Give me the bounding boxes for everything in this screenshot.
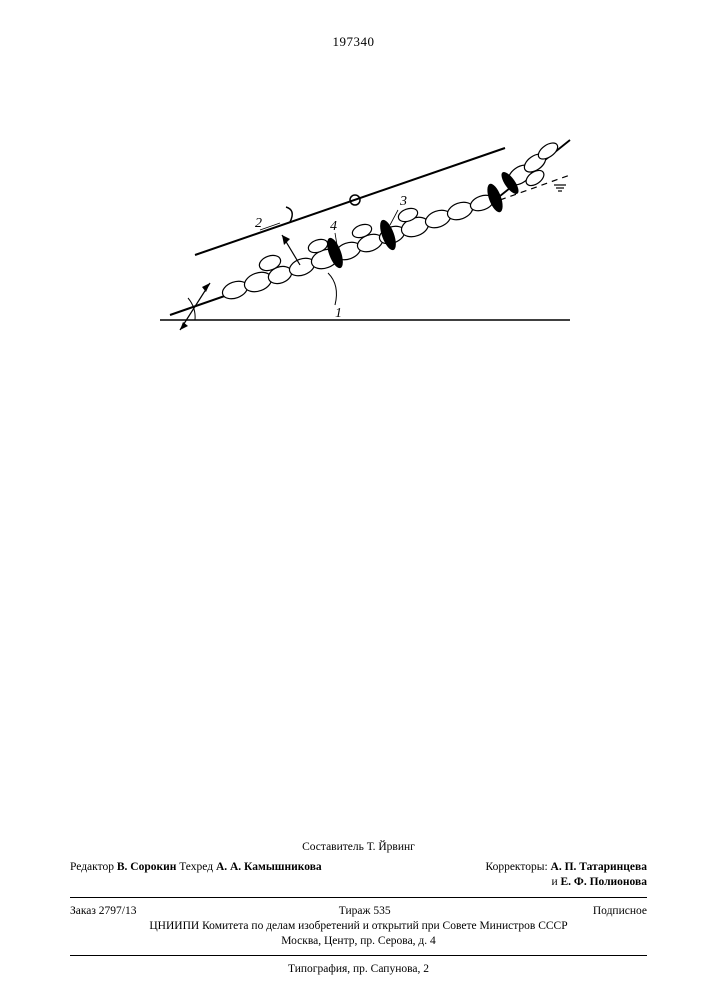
material-lumps — [220, 140, 560, 302]
figure-conveyor-diagram: 1 2 3 4 — [140, 135, 580, 345]
tirazh: Тираж 535 — [339, 904, 391, 920]
order-row: Заказ 2797/13 Тираж 535 Подписное — [70, 904, 647, 920]
techred-label: Техред — [179, 861, 213, 873]
callout-4: 4 — [330, 219, 337, 234]
editor-name: В. Сорокин — [117, 861, 177, 873]
leader-1 — [328, 273, 336, 305]
imprint-block: Составитель Т. Йрвинг Редактор В. Сороки… — [70, 840, 647, 977]
callout-1: 1 — [335, 306, 342, 321]
figure-svg: 1 2 3 4 — [140, 135, 580, 345]
separator-2 — [70, 955, 647, 956]
subscription: Подписное — [593, 904, 647, 920]
corrector-2: Е. Ф. Полионова — [561, 876, 647, 888]
callout-3: 3 — [399, 194, 407, 209]
thickness-arrow-left — [180, 283, 210, 330]
editors-row: Редактор В. Сорокин Техред А. А. Камышни… — [70, 860, 647, 891]
callout-2: 2 — [255, 216, 262, 231]
order-number: Заказ 2797/13 — [70, 904, 137, 920]
corrector-1: А. П. Татаринцева — [551, 861, 647, 873]
ground-symbol — [554, 185, 566, 191]
corrector-joiner: и — [551, 876, 557, 888]
editors-left: Редактор В. Сорокин Техред А. А. Камышни… — [70, 860, 473, 891]
direction-arrow — [282, 235, 300, 265]
separator-1 — [70, 897, 647, 898]
editor-label: Редактор — [70, 861, 114, 873]
techred-name: А. А. Камышникова — [216, 861, 322, 873]
committee-line-1: ЦНИИПИ Комитета по делам изобретений и о… — [70, 919, 647, 934]
typography-line: Типография, пр. Сапунова, 2 — [70, 962, 647, 978]
upper-line-curl — [286, 207, 292, 222]
committee-line-2: Москва, Центр, пр. Серова, д. 4 — [70, 934, 647, 949]
correctors-label: Корректоры: — [485, 861, 547, 873]
document-number: 197340 — [0, 34, 707, 50]
correctors-right: Корректоры: А. П. Татаринцева и Е. Ф. По… — [485, 860, 647, 891]
compiler-line: Составитель Т. Йрвинг — [70, 840, 647, 856]
committee-block: ЦНИИПИ Комитета по делам изобретений и о… — [70, 919, 647, 949]
leader-3 — [390, 210, 398, 225]
